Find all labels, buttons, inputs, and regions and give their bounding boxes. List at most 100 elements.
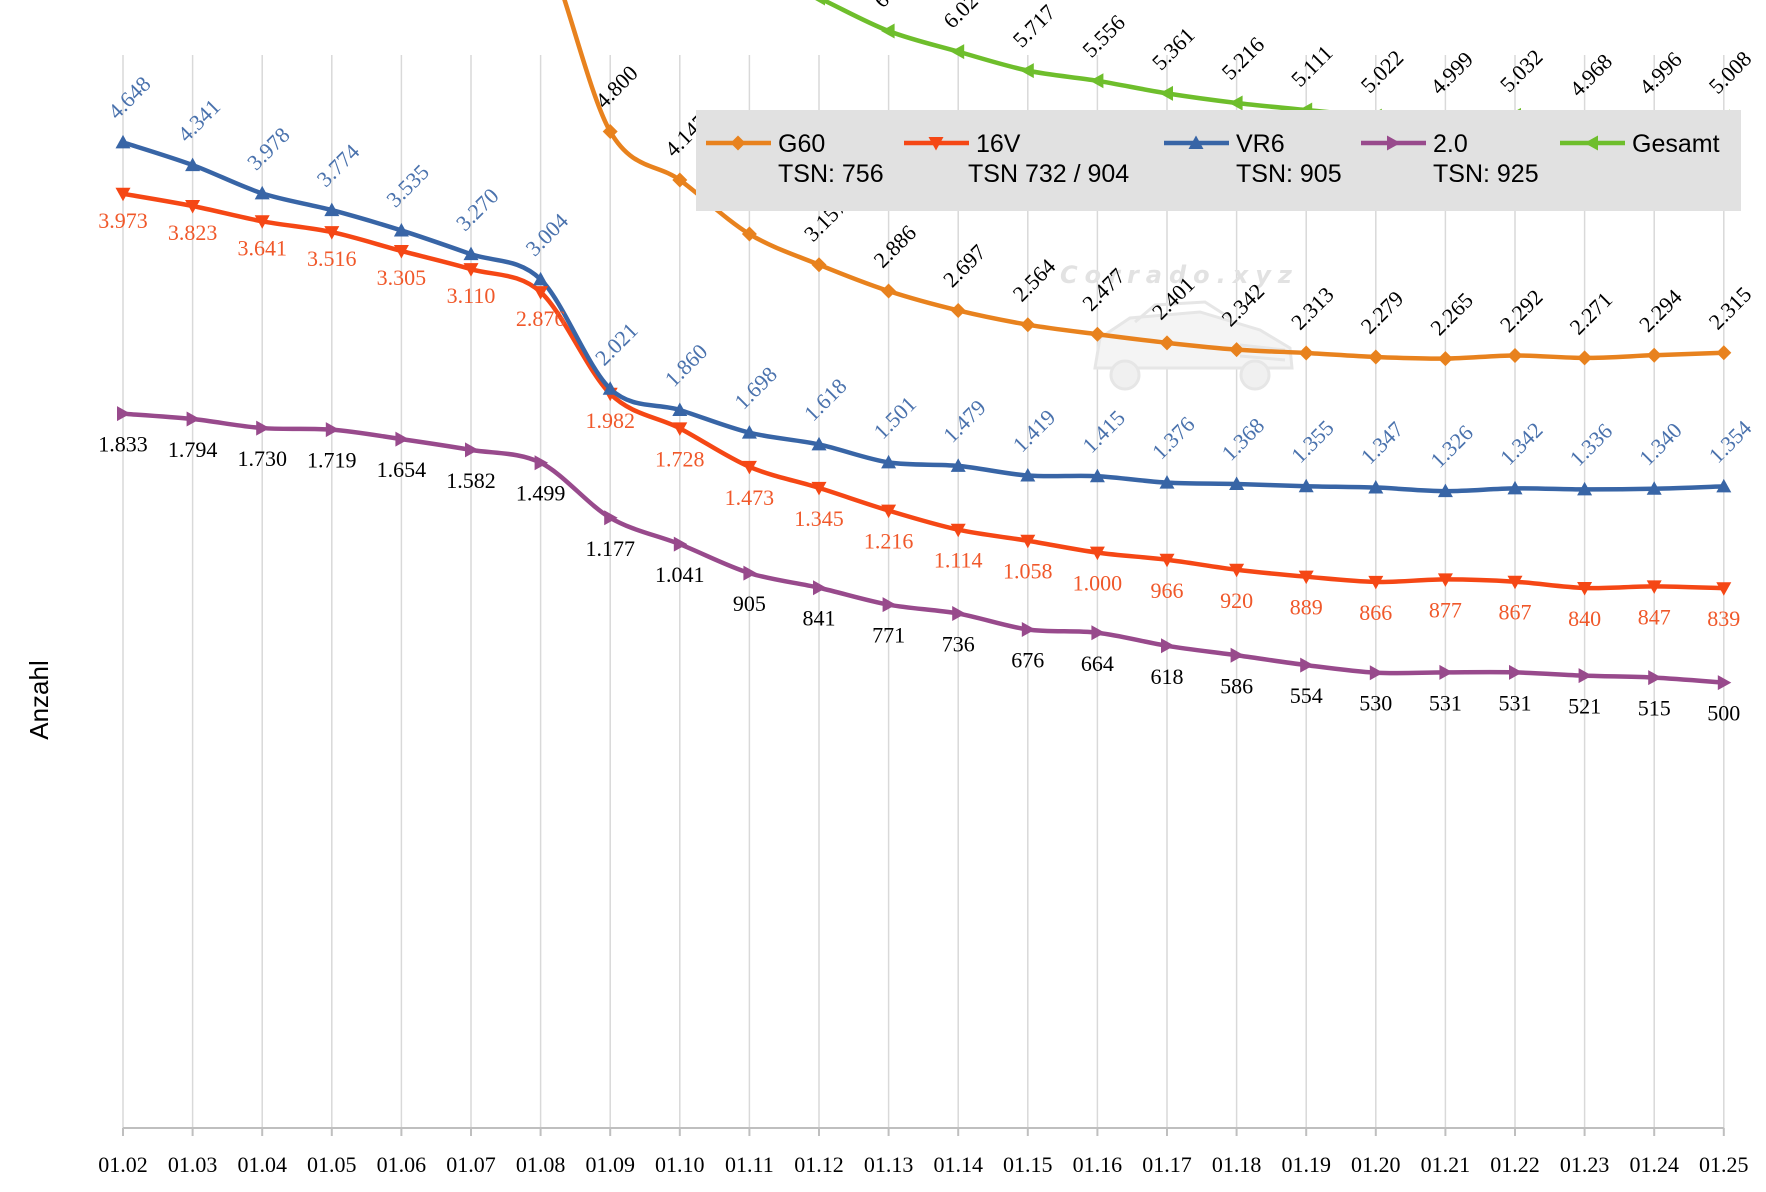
- data-point-v16: [185, 200, 201, 214]
- value-label-v20: 554: [1290, 683, 1323, 708]
- value-label-v20: 515: [1638, 696, 1671, 721]
- x-tick-label: 01.14: [933, 1152, 983, 1177]
- legend-marker-g60: [730, 135, 746, 151]
- legend-name-ges: Gesamt: [1632, 130, 1720, 158]
- value-label-v16: 3.641: [237, 235, 287, 260]
- value-label-ges: 5.556: [1077, 10, 1130, 63]
- value-label-v16: 3.823: [168, 220, 218, 245]
- value-label-vr6: 1.419: [1008, 404, 1061, 457]
- data-point-vr6: [1298, 478, 1314, 493]
- x-tick-label: 01.07: [446, 1152, 496, 1177]
- data-point-vr6: [1577, 481, 1593, 496]
- value-label-v20: 1.719: [307, 448, 357, 473]
- value-label-vr6: 1.326: [1425, 420, 1478, 473]
- data-point-v20: [1439, 664, 1453, 680]
- x-tick-label: 01.18: [1212, 1152, 1262, 1177]
- data-point-vr6: [254, 185, 270, 200]
- grid-lines: [122, 55, 1725, 1128]
- data-point-g60: [1159, 335, 1175, 351]
- data-point-vr6: [811, 436, 827, 451]
- value-label-vr6: 3.004: [520, 208, 573, 261]
- data-point-v20: [1717, 675, 1732, 691]
- legend-tsn-vr6: TSN: 905: [1236, 160, 1342, 188]
- value-label-ges: 5.022: [1356, 45, 1409, 98]
- data-point-v20: [1021, 621, 1036, 637]
- data-point-vr6: [672, 402, 688, 416]
- value-label-v16: 1.216: [864, 529, 914, 554]
- value-label-g60: 2.265: [1425, 287, 1478, 340]
- data-point-v20: [1509, 664, 1523, 680]
- y-axis-label: Anzahl: [24, 660, 54, 740]
- data-point-vr6: [1089, 468, 1105, 483]
- data-point-v16: [1020, 534, 1036, 549]
- value-label-ges: 5.032: [1495, 44, 1548, 97]
- data-point-v16: [1437, 573, 1453, 587]
- value-label-v16: 1.000: [1073, 571, 1123, 596]
- data-point-g60: [1089, 326, 1105, 342]
- data-point-g60: [1577, 350, 1593, 366]
- value-label-v20: 1.730: [237, 446, 287, 471]
- value-label-g60: 2.313: [1286, 282, 1339, 335]
- data-point-ges: [950, 44, 965, 60]
- legend-name-g60: G60: [778, 130, 825, 158]
- value-label-ges: 5.216: [1216, 32, 1269, 85]
- value-label-g60: 2.292: [1495, 284, 1548, 337]
- legend-name-v16: 16V: [976, 130, 1021, 158]
- data-point-v16: [1716, 582, 1732, 596]
- legend-box: [696, 110, 1741, 211]
- value-label-g60: 2.315: [1704, 282, 1757, 335]
- data-point-vr6: [1716, 478, 1732, 493]
- value-label-g60: 2.697: [938, 239, 991, 292]
- data-point-ges: [1089, 73, 1104, 89]
- value-label-v20: 676: [1011, 647, 1044, 672]
- x-tick-label: 01.16: [1073, 1152, 1123, 1177]
- value-label-v16: 1.728: [655, 446, 705, 471]
- value-label-v16: 1.345: [794, 506, 844, 531]
- data-point-v20: [1300, 657, 1314, 673]
- value-label-v20: 841: [803, 606, 836, 631]
- value-label-v16: 966: [1151, 578, 1184, 603]
- data-point-v16: [533, 286, 549, 300]
- value-label-v16: 3.305: [377, 265, 427, 290]
- data-point-vr6: [602, 381, 618, 395]
- data-point-g60: [741, 226, 757, 242]
- value-label-v20: 500: [1707, 701, 1740, 726]
- value-label-v20: 736: [942, 632, 975, 657]
- value-label-vr6: 3.978: [242, 122, 295, 175]
- x-tick-label: 01.17: [1142, 1152, 1192, 1177]
- value-label-vr6: 1.342: [1495, 417, 1548, 470]
- x-tick-label: 01.06: [377, 1152, 427, 1177]
- data-point-g60: [1229, 342, 1245, 358]
- data-point-v20: [1161, 638, 1175, 654]
- data-point-vr6: [185, 157, 201, 172]
- legend-name-v20: 2.0: [1433, 130, 1468, 158]
- data-point-vr6: [1159, 475, 1175, 489]
- data-point-v20: [117, 406, 131, 422]
- legend-tsn-g60: TSN: 756: [778, 160, 884, 188]
- data-point-g60: [1716, 345, 1732, 361]
- x-tick-label: 01.03: [168, 1152, 218, 1177]
- x-tick-label: 01.15: [1003, 1152, 1053, 1177]
- data-point-vr6: [1646, 481, 1662, 495]
- data-point-v20: [465, 442, 479, 458]
- x-tick-label: 01.20: [1351, 1152, 1401, 1177]
- data-point-v16: [1159, 553, 1175, 568]
- x-tick-label: 01.22: [1490, 1152, 1540, 1177]
- value-label-vr6: 3.774: [312, 139, 365, 192]
- value-label-vr6: 1.479: [938, 395, 991, 448]
- data-point-v20: [395, 431, 409, 447]
- value-label-ges: 5.008: [1704, 46, 1757, 99]
- value-label-v16: 867: [1499, 600, 1532, 625]
- value-labels: 26.67424.74622.60721.09519.11017.22415.5…: [98, 0, 1756, 726]
- data-point-v20: [952, 606, 966, 622]
- value-label-v20: 521: [1568, 694, 1601, 719]
- data-point-v20: [325, 422, 340, 438]
- series-lines: [120, 0, 1727, 685]
- x-tick-label: 01.13: [864, 1152, 914, 1177]
- data-point-g60: [881, 283, 897, 299]
- value-label-vr6: 1.354: [1704, 415, 1757, 468]
- value-label-vr6: 1.347: [1356, 416, 1409, 469]
- series-markers: [115, 0, 1732, 691]
- data-point-vr6: [950, 458, 966, 472]
